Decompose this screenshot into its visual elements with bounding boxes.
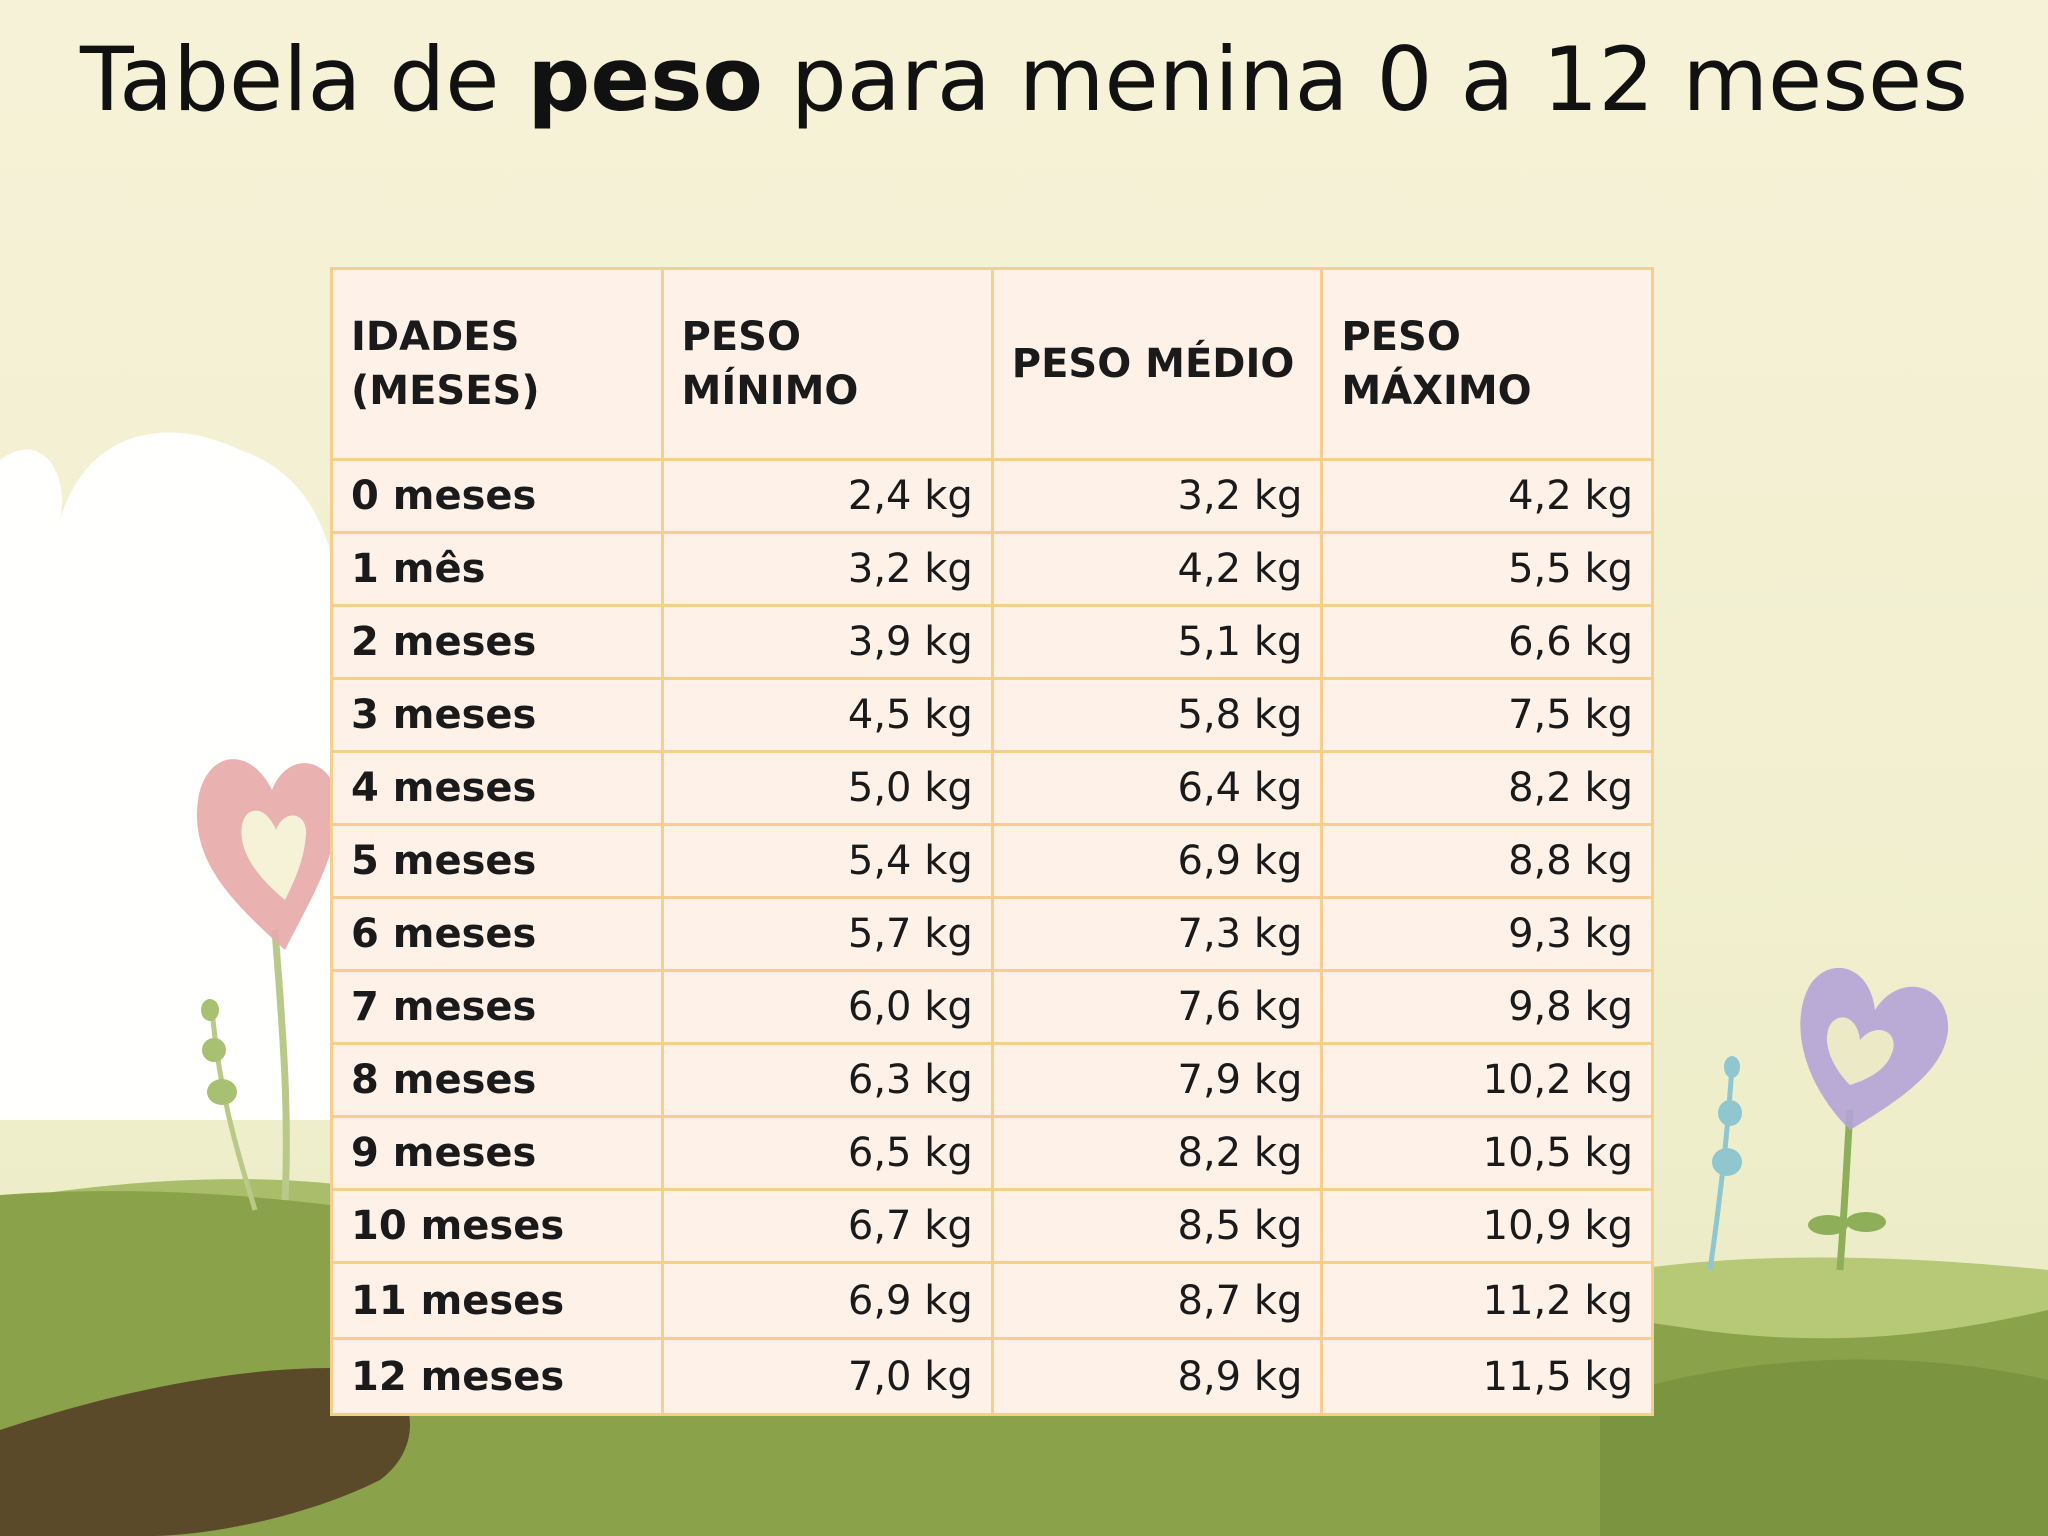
max-cell: 7,5 kg bbox=[1320, 677, 1654, 753]
avg-cell: 8,9 kg bbox=[990, 1337, 1324, 1416]
avg-cell: 8,2 kg bbox=[990, 1115, 1324, 1191]
min-cell: 5,0 kg bbox=[660, 750, 994, 826]
max-cell: 10,2 kg bbox=[1320, 1042, 1654, 1118]
min-cell: 5,4 kg bbox=[660, 823, 994, 899]
max-cell: 9,3 kg bbox=[1320, 896, 1654, 972]
title-post: para menina 0 a 12 meses bbox=[762, 28, 1969, 131]
table-row: 5 meses 5,4 kg 6,9 kg 8,8 kg bbox=[330, 823, 1654, 899]
age-cell: 1 mês bbox=[330, 531, 664, 607]
avg-cell: 7,9 kg bbox=[990, 1042, 1324, 1118]
table-row: 1 mês 3,2 kg 4,2 kg 5,5 kg bbox=[330, 531, 1654, 607]
min-cell: 4,5 kg bbox=[660, 677, 994, 753]
avg-cell: 6,9 kg bbox=[990, 823, 1324, 899]
table-row: 2 meses 3,9 kg 5,1 kg 6,6 kg bbox=[330, 604, 1654, 680]
table-row: 8 meses 6,3 kg 7,9 kg 10,2 kg bbox=[330, 1042, 1654, 1118]
max-cell: 11,2 kg bbox=[1320, 1261, 1654, 1340]
avg-cell: 8,7 kg bbox=[990, 1261, 1324, 1340]
avg-cell: 5,8 kg bbox=[990, 677, 1324, 753]
age-cell: 3 meses bbox=[330, 677, 664, 753]
max-cell: 10,5 kg bbox=[1320, 1115, 1654, 1191]
avg-cell: 3,2 kg bbox=[990, 458, 1324, 534]
table-row: 3 meses 4,5 kg 5,8 kg 7,5 kg bbox=[330, 677, 1654, 753]
age-cell: 2 meses bbox=[330, 604, 664, 680]
age-cell: 9 meses bbox=[330, 1115, 664, 1191]
age-cell: 7 meses bbox=[330, 969, 664, 1045]
table-header-row: IDADES (MESES) PESO MÍNIMO PESO MÉDIO PE… bbox=[330, 267, 1654, 461]
avg-cell: 8,5 kg bbox=[990, 1188, 1324, 1264]
max-cell: 4,2 kg bbox=[1320, 458, 1654, 534]
green-bud-stem bbox=[201, 999, 258, 1211]
header-max: PESO MÁXIMO bbox=[1320, 267, 1654, 461]
avg-cell: 6,4 kg bbox=[990, 750, 1324, 826]
max-cell: 6,6 kg bbox=[1320, 604, 1654, 680]
min-cell: 3,9 kg bbox=[660, 604, 994, 680]
purple-heart-flower bbox=[1800, 967, 1949, 1271]
pink-heart-flower bbox=[196, 759, 339, 1201]
avg-cell: 7,6 kg bbox=[990, 969, 1324, 1045]
min-cell: 7,0 kg bbox=[660, 1337, 994, 1416]
title-bold: peso bbox=[527, 28, 763, 131]
table-row: 6 meses 5,7 kg 7,3 kg 9,3 kg bbox=[330, 896, 1654, 972]
min-cell: 6,9 kg bbox=[660, 1261, 994, 1340]
min-cell: 6,3 kg bbox=[660, 1042, 994, 1118]
max-cell: 10,9 kg bbox=[1320, 1188, 1654, 1264]
max-cell: 9,8 kg bbox=[1320, 969, 1654, 1045]
table-row: 9 meses 6,5 kg 8,2 kg 10,5 kg bbox=[330, 1115, 1654, 1191]
table-row: 11 meses 6,9 kg 8,7 kg 11,2 kg bbox=[330, 1261, 1654, 1340]
max-cell: 5,5 kg bbox=[1320, 531, 1654, 607]
avg-cell: 4,2 kg bbox=[990, 531, 1324, 607]
age-cell: 12 meses bbox=[330, 1337, 664, 1416]
header-avg: PESO MÉDIO bbox=[990, 267, 1324, 461]
brown-path bbox=[0, 1368, 410, 1536]
table-row: 10 meses 6,7 kg 8,5 kg 10,9 kg bbox=[330, 1188, 1654, 1264]
age-cell: 5 meses bbox=[330, 823, 664, 899]
title-pre: Tabela de bbox=[79, 28, 528, 131]
avg-cell: 7,3 kg bbox=[990, 896, 1324, 972]
min-cell: 6,5 kg bbox=[660, 1115, 994, 1191]
max-cell: 8,2 kg bbox=[1320, 750, 1654, 826]
table-row: 4 meses 5,0 kg 6,4 kg 8,2 kg bbox=[330, 750, 1654, 826]
cloud-shape bbox=[0, 432, 340, 1120]
header-min: PESO MÍNIMO bbox=[660, 267, 994, 461]
min-cell: 2,4 kg bbox=[660, 458, 994, 534]
max-cell: 11,5 kg bbox=[1320, 1337, 1654, 1416]
avg-cell: 5,1 kg bbox=[990, 604, 1324, 680]
min-cell: 5,7 kg bbox=[660, 896, 994, 972]
min-cell: 3,2 kg bbox=[660, 531, 994, 607]
table-row: 12 meses 7,0 kg 8,9 kg 11,5 kg bbox=[330, 1337, 1654, 1416]
table-row: 7 meses 6,0 kg 7,6 kg 9,8 kg bbox=[330, 969, 1654, 1045]
front-hill-shade bbox=[1600, 1359, 2048, 1536]
age-cell: 11 meses bbox=[330, 1261, 664, 1340]
max-cell: 8,8 kg bbox=[1320, 823, 1654, 899]
age-cell: 4 meses bbox=[330, 750, 664, 826]
age-cell: 6 meses bbox=[330, 896, 664, 972]
age-cell: 0 meses bbox=[330, 458, 664, 534]
page-title: Tabela de peso para menina 0 a 12 meses bbox=[0, 28, 2048, 131]
blue-bud-stem bbox=[1707, 1056, 1742, 1271]
table-row: 0 meses 2,4 kg 3,2 kg 4,2 kg bbox=[330, 458, 1654, 534]
min-cell: 6,7 kg bbox=[660, 1188, 994, 1264]
min-cell: 6,0 kg bbox=[660, 969, 994, 1045]
age-cell: 10 meses bbox=[330, 1188, 664, 1264]
age-cell: 8 meses bbox=[330, 1042, 664, 1118]
header-ages: IDADES (MESES) bbox=[330, 267, 664, 461]
weight-table: IDADES (MESES) PESO MÍNIMO PESO MÉDIO PE… bbox=[330, 267, 1654, 1416]
